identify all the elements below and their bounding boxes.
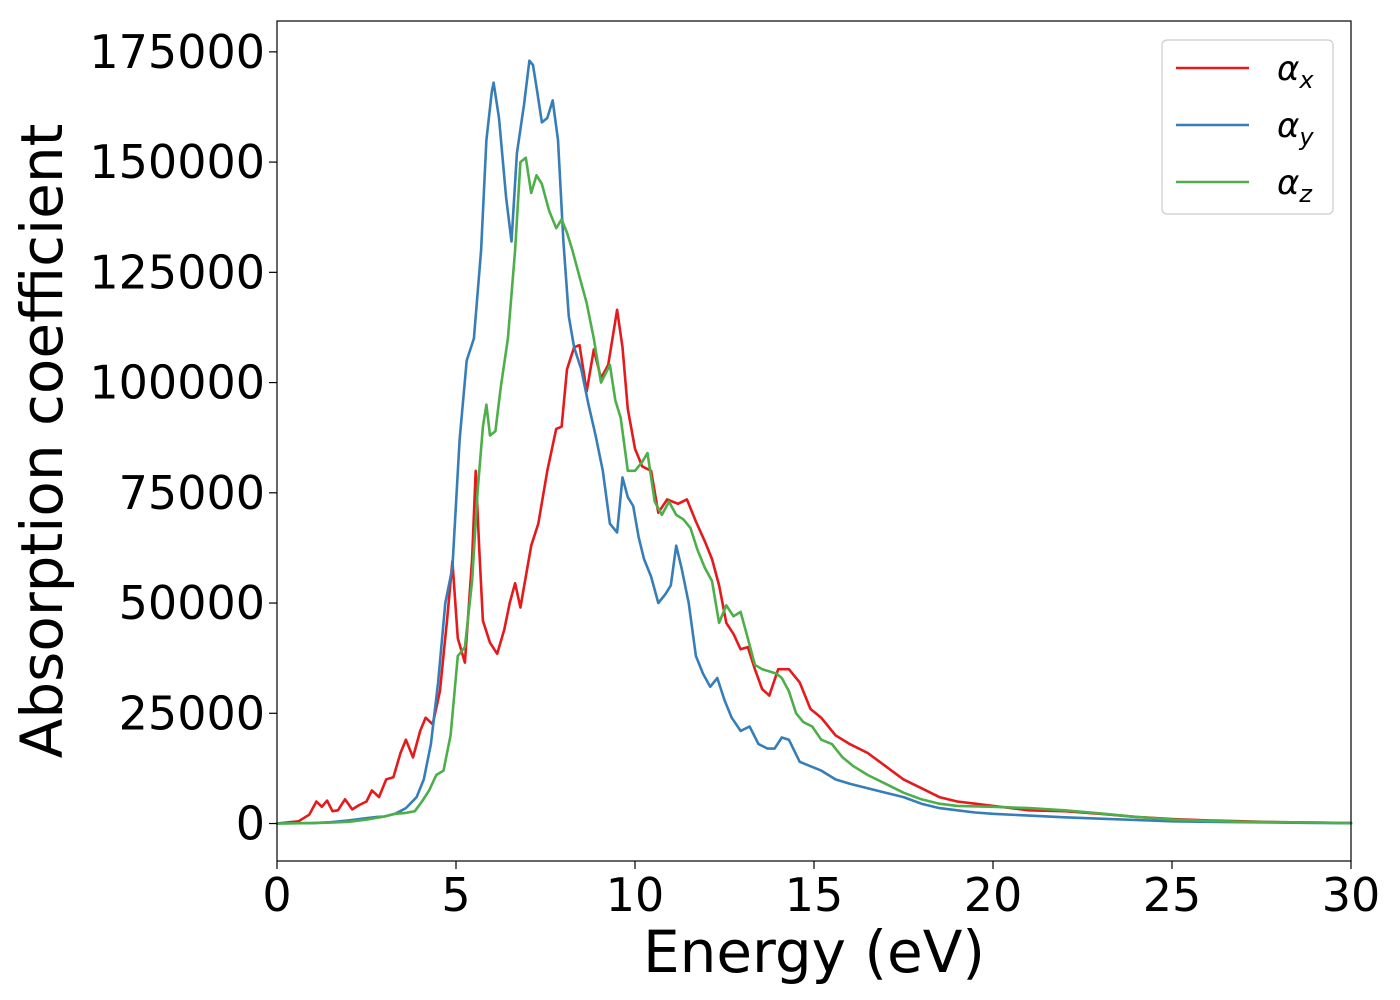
x-tick-label: 0 <box>262 868 291 922</box>
legend-box <box>1161 39 1334 215</box>
series-layer <box>275 59 1353 825</box>
y-tick-label: 50000 <box>119 576 265 630</box>
x-tick-label: 15 <box>785 868 844 922</box>
y-tick-label: 175000 <box>89 25 265 79</box>
x-tick-label: 5 <box>441 868 470 922</box>
y-tick-label: 75000 <box>119 466 265 520</box>
y-tick-label: 25000 <box>119 686 265 740</box>
series-line-alpha-x <box>275 308 1353 825</box>
legend: αx αy αz <box>1161 39 1334 215</box>
x-tick-label: 10 <box>606 868 665 922</box>
y-tick-label: 0 <box>236 797 265 851</box>
ticks-layer: 0 5 10 15 20 25 30 0 25000 50000 75000 100000 125000… <box>89 25 1380 922</box>
y-tick-label: 125000 <box>89 245 265 299</box>
x-axis-title: Energy (eV) <box>643 918 985 986</box>
y-axis-title: Absorption coefficient <box>8 124 76 759</box>
series-line-alpha-y <box>275 59 1353 825</box>
x-tick-label: 25 <box>1143 868 1202 922</box>
legend-label-alpha-x: αx <box>1277 49 1314 94</box>
series-line-alpha-z <box>275 156 1353 825</box>
y-tick-label: 150000 <box>89 135 265 189</box>
y-tick-label: 100000 <box>89 356 265 410</box>
x-tick-label: 20 <box>964 868 1023 922</box>
legend-label-alpha-y: αy <box>1277 106 1314 151</box>
x-tick-label: 30 <box>1322 868 1381 922</box>
legend-label-alpha-z: αz <box>1277 163 1313 208</box>
